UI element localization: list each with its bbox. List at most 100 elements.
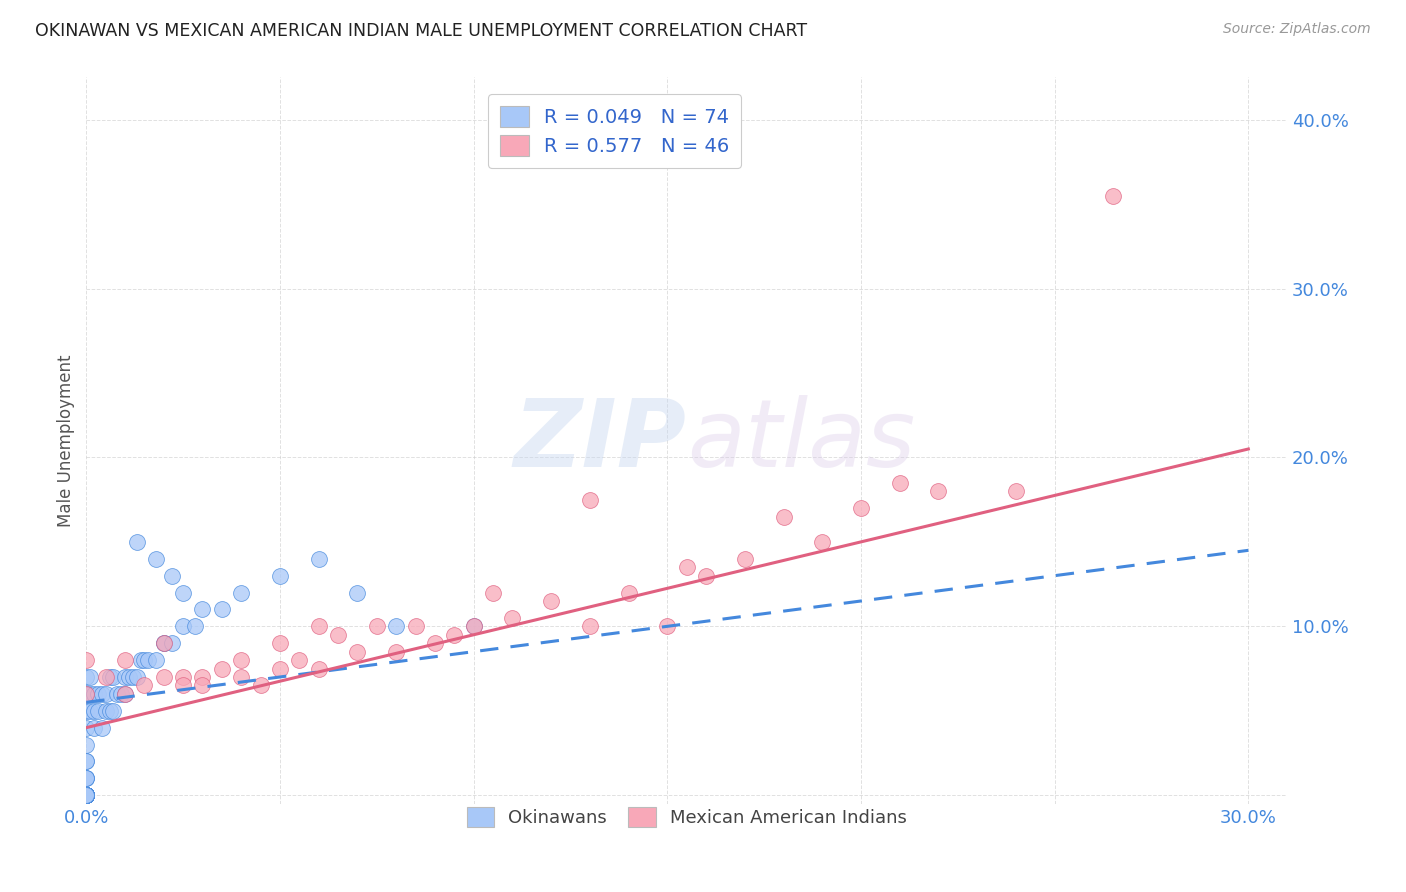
Point — [75, 788, 97, 802]
Point — [75, 788, 97, 802]
Point — [405, 619, 427, 633]
Point — [366, 619, 388, 633]
Point — [103, 670, 125, 684]
Point — [90, 721, 112, 735]
Point — [75, 772, 97, 786]
Point — [1101, 188, 1123, 202]
Point — [152, 636, 174, 650]
Point — [579, 492, 602, 507]
Point — [172, 585, 194, 599]
Point — [152, 670, 174, 684]
Point — [75, 788, 97, 802]
Point — [346, 645, 368, 659]
Point — [308, 551, 330, 566]
Point — [423, 636, 446, 650]
Point — [75, 788, 97, 802]
Point — [75, 788, 97, 802]
Point — [136, 653, 159, 667]
Point — [308, 661, 330, 675]
Point — [191, 602, 214, 616]
Point — [211, 602, 233, 616]
Point — [75, 788, 97, 802]
Text: atlas: atlas — [686, 395, 915, 486]
Point — [191, 670, 214, 684]
Point — [172, 670, 194, 684]
Point — [75, 788, 97, 802]
Point — [463, 619, 485, 633]
Point — [75, 755, 97, 769]
Text: ZIP: ZIP — [513, 394, 686, 486]
Point — [75, 755, 97, 769]
Point — [482, 585, 505, 599]
Text: OKINAWAN VS MEXICAN AMERICAN INDIAN MALE UNEMPLOYMENT CORRELATION CHART: OKINAWAN VS MEXICAN AMERICAN INDIAN MALE… — [35, 22, 807, 40]
Point — [385, 619, 408, 633]
Point — [172, 678, 194, 692]
Point — [75, 788, 97, 802]
Point — [657, 619, 679, 633]
Point — [94, 670, 117, 684]
Point — [1005, 484, 1028, 499]
Legend: Okinawans, Mexican American Indians: Okinawans, Mexican American Indians — [460, 800, 914, 835]
Point — [75, 738, 97, 752]
Point — [184, 619, 207, 633]
Point — [75, 788, 97, 802]
Point — [269, 661, 291, 675]
Point — [75, 653, 97, 667]
Point — [160, 568, 183, 582]
Point — [125, 534, 148, 549]
Point — [211, 661, 233, 675]
Point — [231, 585, 253, 599]
Point — [75, 687, 97, 701]
Point — [75, 788, 97, 802]
Point — [75, 772, 97, 786]
Point — [75, 788, 97, 802]
Point — [160, 636, 183, 650]
Point — [772, 509, 794, 524]
Point — [94, 704, 117, 718]
Point — [105, 687, 128, 701]
Point — [121, 670, 143, 684]
Point — [94, 687, 117, 701]
Point — [308, 619, 330, 633]
Point — [75, 788, 97, 802]
Point — [249, 678, 271, 692]
Point — [675, 560, 697, 574]
Point — [79, 670, 101, 684]
Point — [617, 585, 640, 599]
Point — [114, 653, 136, 667]
Point — [811, 534, 834, 549]
Point — [83, 704, 105, 718]
Point — [75, 788, 97, 802]
Point — [125, 670, 148, 684]
Point — [110, 687, 132, 701]
Point — [98, 670, 121, 684]
Point — [346, 585, 368, 599]
Point — [87, 704, 110, 718]
Point — [75, 788, 97, 802]
Point — [501, 611, 523, 625]
Point — [75, 788, 97, 802]
Point — [443, 628, 465, 642]
Point — [269, 636, 291, 650]
Point — [75, 772, 97, 786]
Point — [540, 594, 562, 608]
Point — [90, 687, 112, 701]
Point — [695, 568, 717, 582]
Point — [152, 636, 174, 650]
Point — [79, 704, 101, 718]
Point — [79, 687, 101, 701]
Point — [288, 653, 311, 667]
Point — [114, 670, 136, 684]
Point — [75, 788, 97, 802]
Point — [75, 704, 97, 718]
Point — [98, 704, 121, 718]
Y-axis label: Male Unemployment: Male Unemployment — [58, 354, 75, 527]
Point — [463, 619, 485, 633]
Point — [172, 619, 194, 633]
Point — [75, 687, 97, 701]
Point — [87, 687, 110, 701]
Point — [385, 645, 408, 659]
Point — [114, 687, 136, 701]
Point — [83, 721, 105, 735]
Point — [75, 788, 97, 802]
